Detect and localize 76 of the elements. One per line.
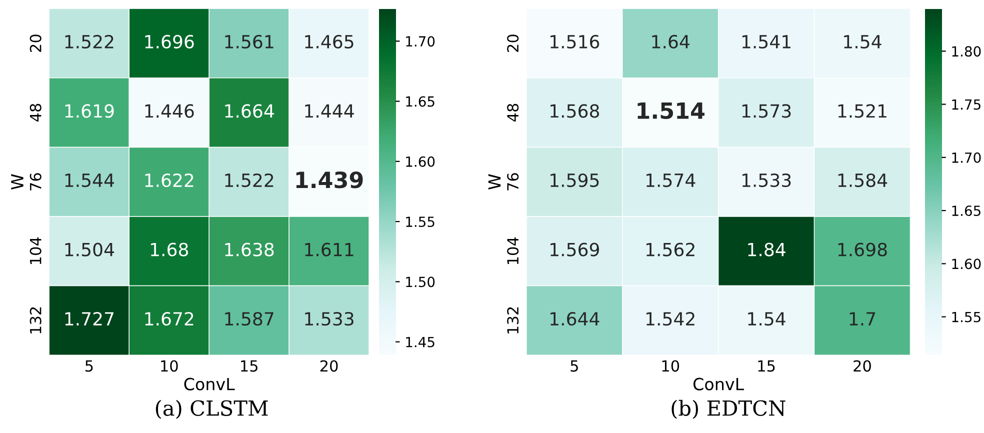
x-tick-label: 5 <box>85 360 93 372</box>
data-label: 1.696 <box>145 34 194 49</box>
data-label: 1.611 <box>305 242 354 256</box>
data-label: 1.68 <box>151 242 188 256</box>
text: (a) CLSTM <box>156 400 268 419</box>
data-label: 1.7 <box>850 312 876 326</box>
text: (b) EDTCN <box>672 400 786 419</box>
y-axis-title: W <box>11 174 24 190</box>
y-tick-label: 104 <box>30 237 42 264</box>
color-bar-label: 1.55 <box>406 216 434 228</box>
x-tick-label: 15 <box>758 360 775 372</box>
color-bar-label: 1.55 <box>952 312 980 322</box>
data-label: 1.584 <box>838 173 888 188</box>
data-label: 1.562 <box>646 242 694 256</box>
data-label: 1.727 <box>65 312 114 326</box>
data-label: 1.644 <box>550 312 600 326</box>
data-label: 1.514 <box>638 102 704 120</box>
data-label: 1.568 <box>550 104 600 118</box>
y-tick-label: 20 <box>30 34 42 52</box>
color-bar-label: 1.65 <box>406 96 434 107</box>
x-tick-label: 15 <box>241 360 258 372</box>
x-axis-title: ConvL <box>693 378 744 390</box>
data-label: 1.54 <box>748 312 786 326</box>
color-bar-label: 1.80 <box>952 46 981 57</box>
x-tick-label: 10 <box>662 360 680 372</box>
data-label: 1.638 <box>225 242 274 256</box>
y-tick-label: 48 <box>30 104 42 122</box>
color-bar-label: 1.70 <box>952 152 981 163</box>
x-tick-label: 20 <box>320 360 338 372</box>
data-label: 1.569 <box>550 242 599 256</box>
data-label: 1.522 <box>65 34 114 49</box>
color-bar-label: 1.75 <box>952 99 980 110</box>
data-label: 1.619 <box>65 104 114 118</box>
data-label: 1.561 <box>225 34 274 49</box>
y-tick-label: 76 <box>507 173 519 190</box>
color-bar-label: 1.60 <box>952 258 981 270</box>
y-tick-label: 132 <box>30 307 42 334</box>
data-label: 1.574 <box>646 174 696 188</box>
data-label: 1.595 <box>550 173 599 188</box>
x-tick-label: 5 <box>570 360 578 372</box>
y-tick-label: 76 <box>30 173 42 190</box>
x-tick-label: 10 <box>161 360 178 372</box>
color-bar-label: 1.70 <box>406 36 435 47</box>
y-tick-label: 48 <box>507 104 519 122</box>
color-bar-label: 1.60 <box>406 156 435 167</box>
y-axis-title: W <box>488 174 501 190</box>
data-label: 1.698 <box>838 242 887 256</box>
data-label: 1.444 <box>305 104 354 118</box>
x-tick-label: 20 <box>854 360 871 372</box>
color-bar-label: 1.50 <box>406 276 435 288</box>
data-label: 1.504 <box>65 242 114 256</box>
data-label: 1.439 <box>296 172 363 188</box>
y-tick-label: 20 <box>507 34 519 52</box>
y-tick-label: 132 <box>507 307 519 334</box>
data-label: 1.672 <box>145 312 194 326</box>
data-label: 1.516 <box>550 34 600 49</box>
data-label: 1.542 <box>646 312 694 326</box>
data-label: 1.587 <box>225 312 274 326</box>
data-label: 1.521 <box>838 104 886 118</box>
x-axis-title: ConvL <box>184 378 235 390</box>
color-bar-label: 1.45 <box>406 336 434 348</box>
data-label: 1.465 <box>305 34 354 49</box>
data-label: 1.622 <box>145 173 194 188</box>
data-label: 1.64 <box>652 34 690 49</box>
y-tick-label: 104 <box>507 237 519 264</box>
data-label: 1.664 <box>225 104 274 118</box>
data-label: 1.544 <box>65 174 114 188</box>
data-label: 1.84 <box>748 242 786 256</box>
data-label: 1.446 <box>145 104 194 118</box>
data-label: 1.54 <box>844 35 882 49</box>
data-label: 1.533 <box>742 173 791 188</box>
data-label: 1.573 <box>742 104 791 118</box>
data-label: 1.533 <box>305 312 354 326</box>
data-label: 1.522 <box>225 173 274 188</box>
color-bar-label: 1.65 <box>952 206 980 216</box>
data-label: 1.541 <box>742 35 790 49</box>
